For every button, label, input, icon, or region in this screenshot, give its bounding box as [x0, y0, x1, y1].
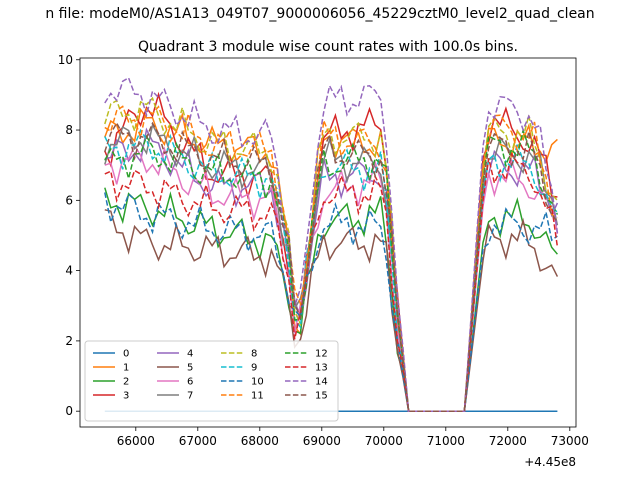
- series-line-5: [104, 209, 559, 412]
- x-axis: 66000 67000 68000 69000 70000 71000 72000 73000: [117, 427, 589, 448]
- legend-label-12: 12: [315, 349, 328, 360]
- y-axis: 0 2 4 6 8 10: [58, 53, 80, 418]
- x-tick-label: 66000: [117, 434, 155, 448]
- x-tick-label: 70000: [365, 434, 403, 448]
- series-layer: [104, 76, 559, 412]
- series-line-13: [104, 151, 559, 412]
- series-line-12: [104, 127, 559, 412]
- legend-label-6: 6: [187, 377, 193, 388]
- legend-label-15: 15: [315, 391, 328, 402]
- legend-label-8: 8: [251, 349, 257, 360]
- x-tick-label: 68000: [241, 434, 279, 448]
- y-tick-label: 4: [65, 264, 73, 278]
- y-tick-label: 2: [65, 334, 73, 348]
- plot-area: [79, 57, 577, 428]
- legend-label-1: 1: [123, 363, 129, 374]
- legend-label-3: 3: [123, 391, 129, 402]
- legend-box: [84, 340, 339, 422]
- legend-label-4: 4: [187, 349, 193, 360]
- x-tick-label: 73000: [551, 434, 589, 448]
- legend-label-9: 9: [251, 363, 257, 374]
- figure-suptitle: n file: modeM0/AS1A13_049T07_9000006056_…: [45, 6, 594, 22]
- y-tick-label: 6: [65, 193, 73, 207]
- x-tick-label: 69000: [303, 434, 341, 448]
- series-line-14: [104, 76, 559, 412]
- series-line-10: [104, 192, 558, 412]
- x-tick-label: 72000: [489, 434, 527, 448]
- x-offset-label: +4.45e8: [524, 455, 576, 469]
- y-tick-label: 8: [65, 123, 73, 137]
- chart-title: Quadrant 3 module wise count rates with …: [138, 39, 518, 55]
- series-line-15: [104, 121, 559, 412]
- x-tick-label: 71000: [427, 434, 465, 448]
- legend-label-2: 2: [123, 377, 129, 388]
- legend-label-10: 10: [251, 377, 264, 388]
- y-tick-label: 10: [58, 53, 73, 67]
- x-tick-label: 67000: [179, 434, 217, 448]
- legend-label-14: 14: [315, 377, 328, 388]
- legend-label-0: 0: [123, 349, 129, 360]
- legend-label-7: 7: [187, 391, 193, 402]
- y-tick-label: 0: [65, 404, 73, 418]
- legend-label-13: 13: [315, 363, 328, 374]
- legend-label-11: 11: [251, 391, 264, 402]
- legend-label-5: 5: [187, 363, 193, 374]
